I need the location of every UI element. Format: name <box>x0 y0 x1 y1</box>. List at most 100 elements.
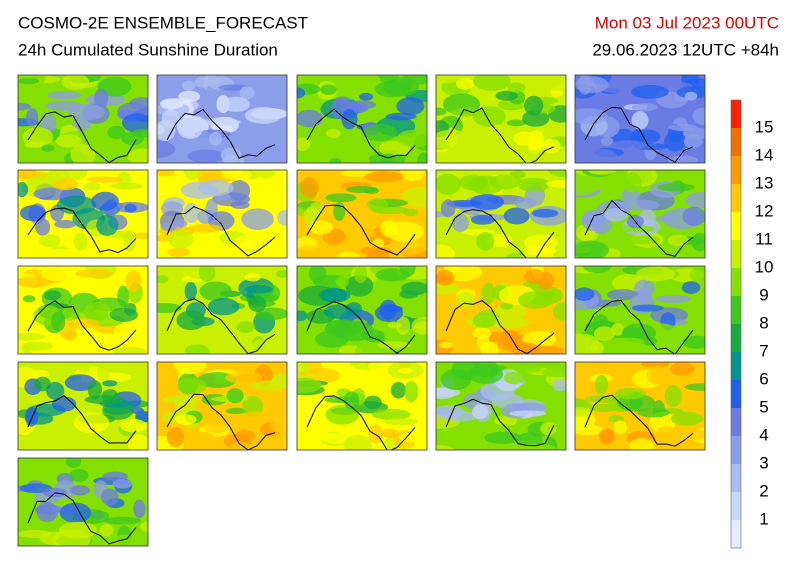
map-blob <box>480 341 499 354</box>
map-blob <box>436 228 451 239</box>
map-blob <box>122 113 148 133</box>
colorbar-label: 1 <box>759 509 768 528</box>
map-blob <box>613 420 627 435</box>
border-line <box>445 209 555 258</box>
map-blob <box>436 269 455 286</box>
panel-frame <box>156 361 288 451</box>
map-blob <box>636 266 676 282</box>
map-blob <box>637 407 670 418</box>
map-blob <box>682 335 705 349</box>
map-blob <box>670 411 703 426</box>
map-blob <box>436 283 461 295</box>
map-blob <box>575 398 587 407</box>
map-blob <box>455 78 475 90</box>
map-panel <box>156 74 288 164</box>
map-blob <box>588 170 615 175</box>
map-blob <box>325 404 360 425</box>
map-blob <box>345 275 374 297</box>
map-blob <box>22 295 36 303</box>
map-blob <box>96 214 119 236</box>
border-line <box>584 106 694 163</box>
map-blob <box>524 269 546 284</box>
map-blob <box>385 221 425 242</box>
map-blob <box>593 326 615 342</box>
map-blob <box>43 290 62 301</box>
map-blob <box>113 320 148 342</box>
map-panel <box>17 457 149 547</box>
map-blob <box>297 83 321 95</box>
map-blob <box>56 195 97 215</box>
map-blob <box>622 234 659 245</box>
map-blob <box>343 391 360 410</box>
colorbar-label: 3 <box>759 453 768 472</box>
colorbar-label: 11 <box>755 229 773 248</box>
map-blob <box>681 281 701 294</box>
map-panel <box>574 74 706 164</box>
map-blob <box>352 228 376 239</box>
colorbar-label: 12 <box>755 201 774 220</box>
map-blob <box>631 84 669 99</box>
map-blob <box>481 282 495 305</box>
map-blob <box>368 424 383 444</box>
map-blob <box>83 182 101 191</box>
map-blob <box>18 77 40 85</box>
map-blob <box>174 414 197 425</box>
map-blob <box>544 266 566 275</box>
panel-frame <box>296 361 428 451</box>
map-blob <box>600 429 615 443</box>
map-blob <box>103 516 142 525</box>
map-blob <box>172 219 188 228</box>
map-blob <box>500 329 520 347</box>
map-blob <box>18 102 32 111</box>
map-blob <box>513 131 536 146</box>
map-blob <box>225 371 263 384</box>
map-blob <box>55 227 78 236</box>
map-blob <box>581 210 605 232</box>
panel-frame <box>17 457 149 547</box>
valid-time: Mon 03 Jul 2023 00UTC <box>595 13 779 32</box>
map-blob <box>552 301 566 321</box>
map-blob <box>583 266 612 273</box>
map-blob <box>436 445 454 450</box>
map-blob <box>133 499 146 519</box>
panel-frame <box>296 265 428 355</box>
map-blob <box>41 144 55 152</box>
map-blob <box>670 362 695 376</box>
map-blob <box>400 170 425 182</box>
map-blob <box>684 383 705 391</box>
map-blob <box>484 266 508 282</box>
border-line <box>27 395 137 444</box>
map-blob <box>362 123 397 142</box>
map-blob <box>261 239 287 254</box>
border-line <box>166 298 276 354</box>
map-panel <box>296 169 428 259</box>
map-blob <box>221 170 252 180</box>
colorbar-label: 2 <box>759 481 768 500</box>
map-blob <box>22 127 54 148</box>
map-blob <box>436 387 456 400</box>
map-blob <box>575 108 609 125</box>
map-blob <box>540 422 557 436</box>
map-blob <box>86 176 123 183</box>
map-blob <box>584 148 618 163</box>
map-blob <box>157 140 176 159</box>
map-blob <box>297 310 308 322</box>
map-blob <box>455 291 476 309</box>
border-line <box>584 199 694 257</box>
map-blob <box>250 339 286 352</box>
title: COSMO-2E ENSEMBLE_FORECAST <box>18 13 308 32</box>
colorbar-label: 14 <box>755 145 774 164</box>
map-blob <box>575 76 609 93</box>
map-blob <box>396 129 427 148</box>
map-blob <box>177 119 203 140</box>
map-blob <box>345 186 378 194</box>
run-info: 29.06.2023 12UTC +84h <box>592 40 779 59</box>
map-panel <box>296 74 428 164</box>
map-blob <box>655 294 692 303</box>
map-blob <box>297 137 311 152</box>
map-blob <box>518 181 549 192</box>
map-blob <box>270 143 287 151</box>
map-blob <box>364 171 404 183</box>
map-blob <box>376 341 411 349</box>
map-blob <box>102 471 129 481</box>
